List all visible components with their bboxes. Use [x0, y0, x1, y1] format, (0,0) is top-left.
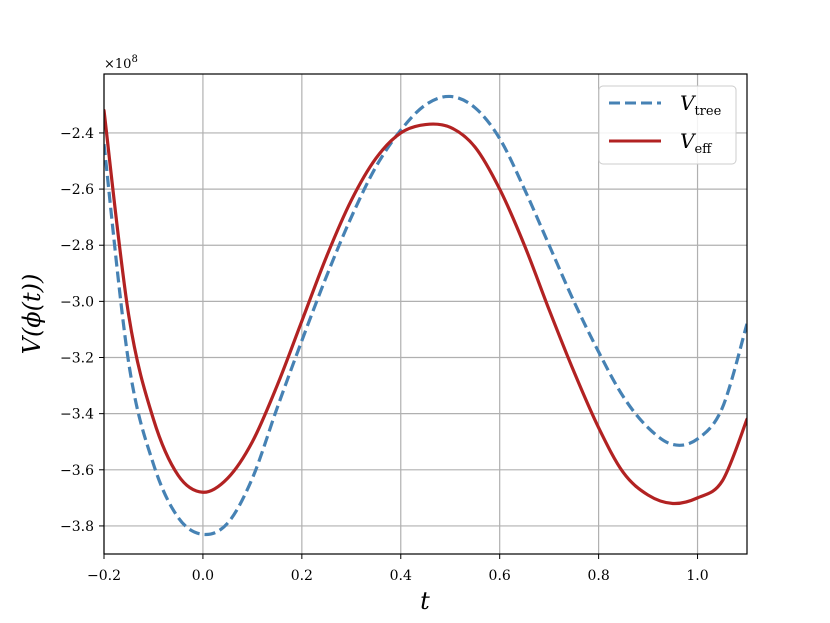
x-tick-label: 0.4	[390, 568, 412, 584]
series-line-tree	[104, 94, 747, 537]
x-tick-label: 0.0	[192, 568, 214, 584]
y-offset-label: ×108	[104, 54, 138, 72]
y-tick-label: −3.4	[60, 407, 94, 423]
y-tick-label: −2.6	[60, 182, 94, 198]
y-tick-label: −2.4	[60, 126, 94, 142]
y-tick-label: −3.0	[60, 294, 94, 310]
y-tick-label: −2.8	[60, 238, 94, 254]
plot-frame	[103, 73, 748, 555]
y-tick-label: −3.8	[60, 519, 94, 535]
legend: Vtree Veff	[598, 85, 737, 165]
legend-label-tree: Vtree	[680, 91, 722, 119]
series-layer	[104, 94, 747, 537]
y-axis-ticks: −3.8 −3.6 −3.4 −3.2 −3.0 −2.8 −2.6 −2.4	[60, 126, 104, 535]
x-tick-label: −0.2	[87, 568, 121, 584]
x-axis-ticks: −0.2 0.0 0.2 0.4 0.6 0.8 1.0	[87, 554, 709, 584]
x-axis-label: t	[420, 587, 430, 615]
legend-label-eff: Veff	[680, 129, 713, 157]
x-tick-label: 0.2	[291, 568, 313, 584]
y-tick-label: −3.2	[60, 351, 94, 367]
x-tick-label: 0.6	[489, 568, 511, 584]
x-tick-label: 0.8	[587, 568, 609, 584]
y-axis-label: V(ϕ(t))	[18, 274, 46, 355]
y-offset-exponent: 8	[131, 54, 137, 65]
legend-box	[598, 85, 737, 165]
x-tick-label: 1.0	[686, 568, 708, 584]
series-line-eff	[104, 108, 747, 506]
y-tick-label: −3.6	[60, 463, 94, 479]
